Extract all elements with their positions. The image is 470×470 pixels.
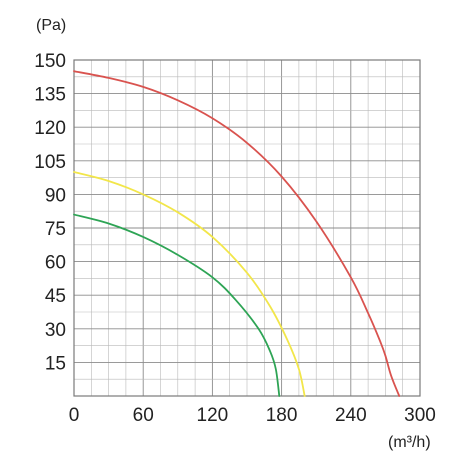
x-tick-label: 0 <box>69 405 80 426</box>
series-line-2 <box>73 171 306 397</box>
y-tick-label: 135 <box>34 85 66 106</box>
series-line-3 <box>73 213 281 397</box>
y-tick-label: 150 <box>34 51 66 72</box>
y-tick-label: 15 <box>45 353 66 374</box>
y-tick-label: 30 <box>45 320 66 341</box>
x-tick-label: 60 <box>133 405 154 426</box>
plot-frame <box>73 59 421 397</box>
y-axis-unit-label: (Pa) <box>36 17 66 34</box>
series-line-1 <box>73 70 401 397</box>
x-tick-label: 300 <box>404 405 436 426</box>
x-tick-labels: 0 60 120 180 240 300 <box>69 405 436 426</box>
y-tick-label: 120 <box>34 118 66 139</box>
y-tick-label: 90 <box>45 185 66 206</box>
x-tick-label: 120 <box>197 405 229 426</box>
x-tick-label: 240 <box>335 405 367 426</box>
y-tick-label: 60 <box>45 253 66 274</box>
x-axis-unit-label: (m³/h) <box>388 434 431 451</box>
y-tick-label: 45 <box>45 286 66 307</box>
grid <box>74 60 420 396</box>
y-tick-labels: 150 135 120 105 90 75 60 45 30 15 <box>34 51 66 374</box>
y-tick-label: 75 <box>45 219 66 240</box>
series-lines <box>73 70 401 397</box>
x-tick-label: 180 <box>266 405 298 426</box>
y-tick-label: 105 <box>34 152 66 173</box>
